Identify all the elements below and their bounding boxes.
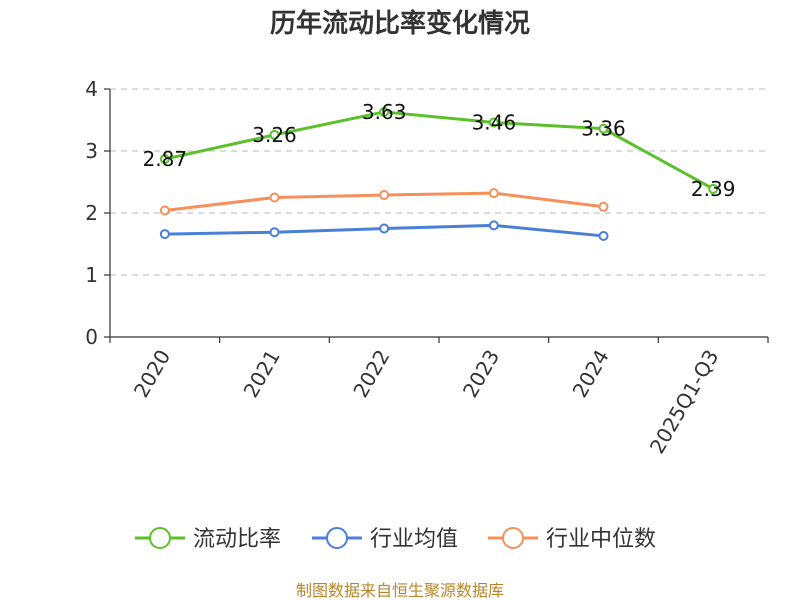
legend: 流动比率 行业均值 行业中位数 bbox=[135, 527, 656, 552]
legend-label-0: 流动比率 bbox=[193, 527, 281, 552]
data-point bbox=[159, 205, 170, 216]
legend-marker-0 bbox=[149, 527, 171, 549]
data-source-note: 制图数据来自恒生聚源数据库 bbox=[296, 581, 504, 600]
y-tick-label: 2 bbox=[85, 201, 98, 225]
data-point bbox=[488, 220, 499, 231]
series-line-0 bbox=[164, 110, 714, 191]
data-point bbox=[488, 117, 499, 128]
legend-label-2: 行业中位数 bbox=[546, 527, 656, 552]
data-label: 2.87 bbox=[143, 147, 188, 171]
y-tick-label: 0 bbox=[85, 325, 98, 349]
data-point bbox=[159, 229, 170, 240]
legend-marker-2 bbox=[502, 527, 524, 549]
data-point bbox=[708, 183, 719, 194]
series-group: 2.87 3.26 3.63 3.46 3.36 2.39 bbox=[143, 100, 736, 241]
data-point bbox=[379, 190, 390, 201]
y-tick-label: 3 bbox=[85, 139, 98, 163]
data-point bbox=[269, 227, 280, 238]
x-tick-label: 2020 bbox=[129, 346, 175, 402]
data-label: 3.63 bbox=[362, 100, 407, 124]
data-point bbox=[269, 129, 280, 140]
x-tick-label: 2021 bbox=[239, 346, 285, 402]
data-point bbox=[488, 188, 499, 199]
data-point bbox=[598, 201, 609, 212]
x-tick-label: 2023 bbox=[458, 346, 504, 402]
x-tick-label: 2022 bbox=[348, 346, 394, 402]
data-point bbox=[379, 106, 390, 117]
data-label: 3.46 bbox=[472, 110, 517, 134]
data-label: 3.36 bbox=[581, 117, 626, 141]
data-point bbox=[269, 192, 280, 203]
data-point bbox=[598, 230, 609, 241]
data-point bbox=[598, 123, 609, 134]
x-axis-ticks: 2020 2021 2022 2023 2024 2025Q1-Q3 bbox=[109, 337, 769, 458]
data-label: 3.26 bbox=[252, 123, 297, 147]
legend-marker-1 bbox=[326, 527, 348, 549]
chart-title: 历年流动比率变化情况 bbox=[270, 8, 530, 39]
x-tick-label: 2024 bbox=[568, 346, 614, 402]
y-tick-label: 4 bbox=[85, 77, 98, 101]
y-tick-label: 1 bbox=[85, 263, 98, 287]
data-point bbox=[379, 223, 390, 234]
data-point bbox=[159, 154, 170, 165]
x-tick-label: 2025Q1-Q3 bbox=[645, 346, 724, 458]
legend-label-1: 行业均值 bbox=[370, 527, 458, 552]
y-axis-ticks: 0 1 2 3 4 bbox=[85, 77, 110, 349]
data-label: 2.39 bbox=[691, 177, 736, 201]
axes bbox=[109, 89, 768, 338]
